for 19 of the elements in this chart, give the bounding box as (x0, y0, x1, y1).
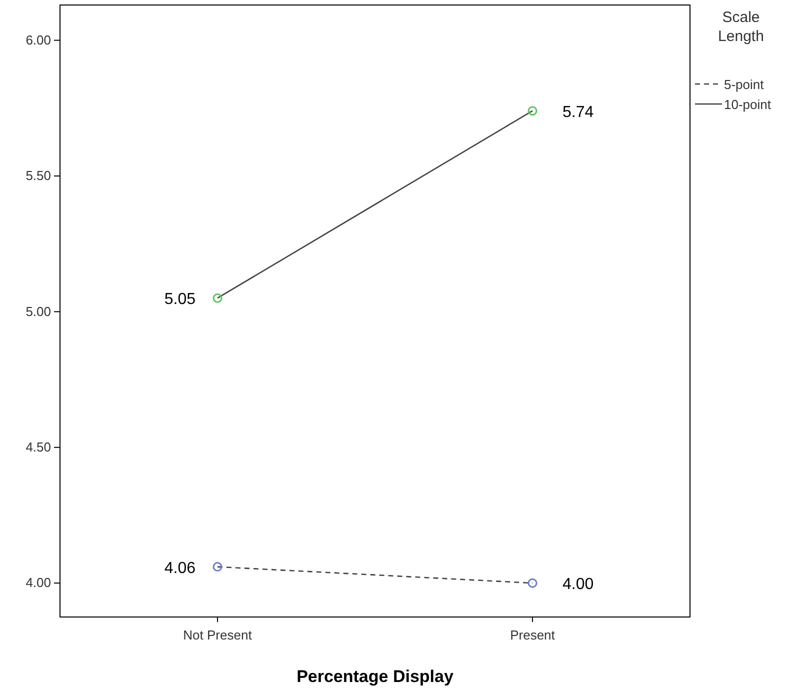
data-label: 4.06 (164, 560, 196, 577)
x-tick-label: Not Present (183, 627, 252, 642)
data-label: 5.74 (562, 104, 594, 121)
y-tick-label: 4.50 (26, 440, 51, 455)
data-label: 4.00 (562, 576, 594, 594)
data-label: 5.05 (164, 291, 196, 308)
y-tick-label: 5.50 (26, 168, 51, 184)
y-tick-label: 6.00 (26, 32, 51, 48)
point (528, 106, 538, 116)
legend-label: 10-point (724, 97, 772, 112)
point (212, 293, 222, 303)
legend-label: 5-point (724, 77, 764, 92)
y-tick-label: 4.00 (26, 575, 51, 590)
point (528, 578, 538, 588)
y-tick-label: 5.00 (26, 304, 51, 319)
legend-title: Scale Length (718, 9, 764, 45)
x-tick-label: Present (510, 627, 556, 642)
x-axis-title: Percentage Display (296, 667, 454, 686)
point (212, 562, 222, 572)
